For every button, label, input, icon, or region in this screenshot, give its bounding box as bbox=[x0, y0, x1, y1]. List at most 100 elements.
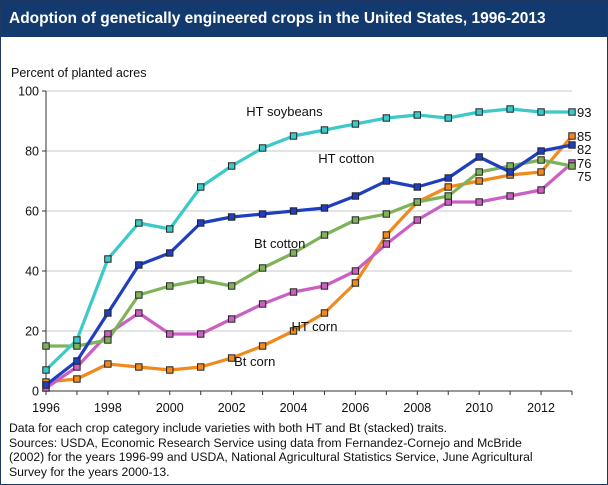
data-point bbox=[413, 183, 421, 191]
data-point bbox=[568, 108, 576, 116]
data-point bbox=[351, 267, 360, 275]
data-point bbox=[444, 192, 452, 200]
data-point bbox=[351, 192, 360, 200]
data-point bbox=[320, 282, 329, 290]
end-value-label: 85 bbox=[577, 129, 591, 144]
data-point bbox=[382, 210, 391, 218]
series-label: Bt corn bbox=[234, 354, 275, 369]
sources-line-2: (2002) for the years 1996-99 and USDA, N… bbox=[9, 450, 533, 464]
data-point bbox=[320, 231, 329, 239]
data-point bbox=[227, 282, 236, 290]
data-point bbox=[289, 249, 298, 257]
data-point bbox=[258, 144, 267, 152]
data-point bbox=[258, 264, 267, 272]
data-point bbox=[351, 279, 360, 287]
data-point bbox=[444, 174, 452, 182]
x-tick-label: 2010 bbox=[465, 401, 493, 415]
data-point bbox=[444, 198, 452, 206]
data-point bbox=[73, 375, 81, 383]
y-tick-label: 0 bbox=[32, 385, 39, 399]
chart-title: Adoption of genetically engineered crops… bbox=[1, 1, 607, 37]
series-line-ht-soybeans bbox=[44, 107, 574, 372]
data-point bbox=[320, 204, 329, 212]
data-point bbox=[537, 147, 545, 155]
data-point bbox=[351, 120, 360, 128]
data-point bbox=[413, 198, 421, 206]
data-point bbox=[382, 114, 391, 122]
data-point bbox=[197, 219, 205, 227]
data-point bbox=[104, 255, 112, 263]
x-tick-label: 2002 bbox=[218, 401, 246, 415]
data-point bbox=[289, 327, 298, 335]
data-point bbox=[135, 309, 143, 317]
y-tick-label: 20 bbox=[25, 325, 39, 339]
series-label: Bt cotton bbox=[254, 236, 305, 251]
data-point bbox=[289, 288, 298, 296]
data-point bbox=[537, 186, 545, 194]
data-point bbox=[227, 162, 236, 170]
data-point bbox=[227, 354, 236, 362]
data-point bbox=[104, 360, 112, 368]
series-label: HT corn bbox=[291, 319, 337, 334]
y-axis-label: Percent of planted acres bbox=[11, 66, 147, 80]
y-tick-label: 100 bbox=[18, 85, 39, 99]
series-line-ht-corn bbox=[44, 134, 574, 384]
data-point bbox=[73, 342, 81, 350]
x-tick-label: 1996 bbox=[32, 401, 60, 415]
data-point bbox=[475, 177, 483, 185]
data-point bbox=[135, 291, 143, 299]
data-point bbox=[104, 309, 112, 317]
data-point bbox=[413, 111, 421, 119]
data-point bbox=[475, 168, 483, 176]
series-label: HT soybeans bbox=[246, 104, 323, 119]
data-point bbox=[258, 342, 267, 350]
data-point bbox=[475, 198, 483, 206]
end-value-label: 76 bbox=[577, 156, 591, 171]
series-line-bt-cotton bbox=[44, 158, 574, 348]
data-point bbox=[197, 363, 205, 371]
data-point bbox=[444, 183, 452, 191]
data-point bbox=[351, 216, 360, 224]
series-line-bt-corn bbox=[44, 161, 574, 390]
data-point bbox=[166, 249, 174, 257]
data-point bbox=[135, 261, 143, 269]
sources-line-1: Sources: USDA, Economic Research Service… bbox=[9, 435, 522, 450]
data-point bbox=[320, 126, 329, 134]
series-label: HT cotton bbox=[318, 151, 374, 166]
x-tick-label: 2012 bbox=[527, 401, 555, 415]
data-point bbox=[166, 330, 174, 338]
data-point bbox=[42, 342, 50, 350]
x-tick-label: 2004 bbox=[280, 401, 308, 415]
data-point bbox=[42, 381, 50, 389]
data-point bbox=[258, 300, 267, 308]
data-point bbox=[104, 330, 112, 338]
data-point bbox=[73, 336, 81, 344]
end-value-label: 82 bbox=[577, 142, 591, 157]
x-tick-label: 2008 bbox=[403, 401, 431, 415]
data-point bbox=[227, 315, 236, 323]
data-point bbox=[382, 240, 391, 248]
data-point bbox=[73, 363, 81, 371]
data-point bbox=[73, 357, 81, 365]
x-tick-label: 2000 bbox=[156, 401, 184, 415]
data-point bbox=[537, 108, 545, 116]
data-point bbox=[166, 282, 174, 290]
x-tick-label: 1998 bbox=[94, 401, 122, 415]
data-point bbox=[382, 231, 391, 239]
sources-line-3: Survey for the years 2000-13. bbox=[9, 464, 170, 479]
data-point bbox=[320, 309, 329, 317]
data-point bbox=[568, 141, 576, 149]
data-point bbox=[506, 105, 514, 113]
data-point bbox=[104, 336, 112, 344]
data-point bbox=[197, 276, 205, 284]
data-point bbox=[289, 207, 298, 215]
line-chart: 0 20 40 60 80 100 1996 1998 2000 2002 2004 2006 2008… bbox=[11, 66, 591, 415]
data-point bbox=[289, 132, 298, 140]
data-point bbox=[166, 366, 174, 374]
data-point bbox=[42, 366, 50, 374]
end-value-label: 75 bbox=[577, 169, 591, 184]
data-point bbox=[413, 216, 421, 224]
data-point bbox=[135, 363, 143, 371]
x-tick-label: 2006 bbox=[342, 401, 370, 415]
